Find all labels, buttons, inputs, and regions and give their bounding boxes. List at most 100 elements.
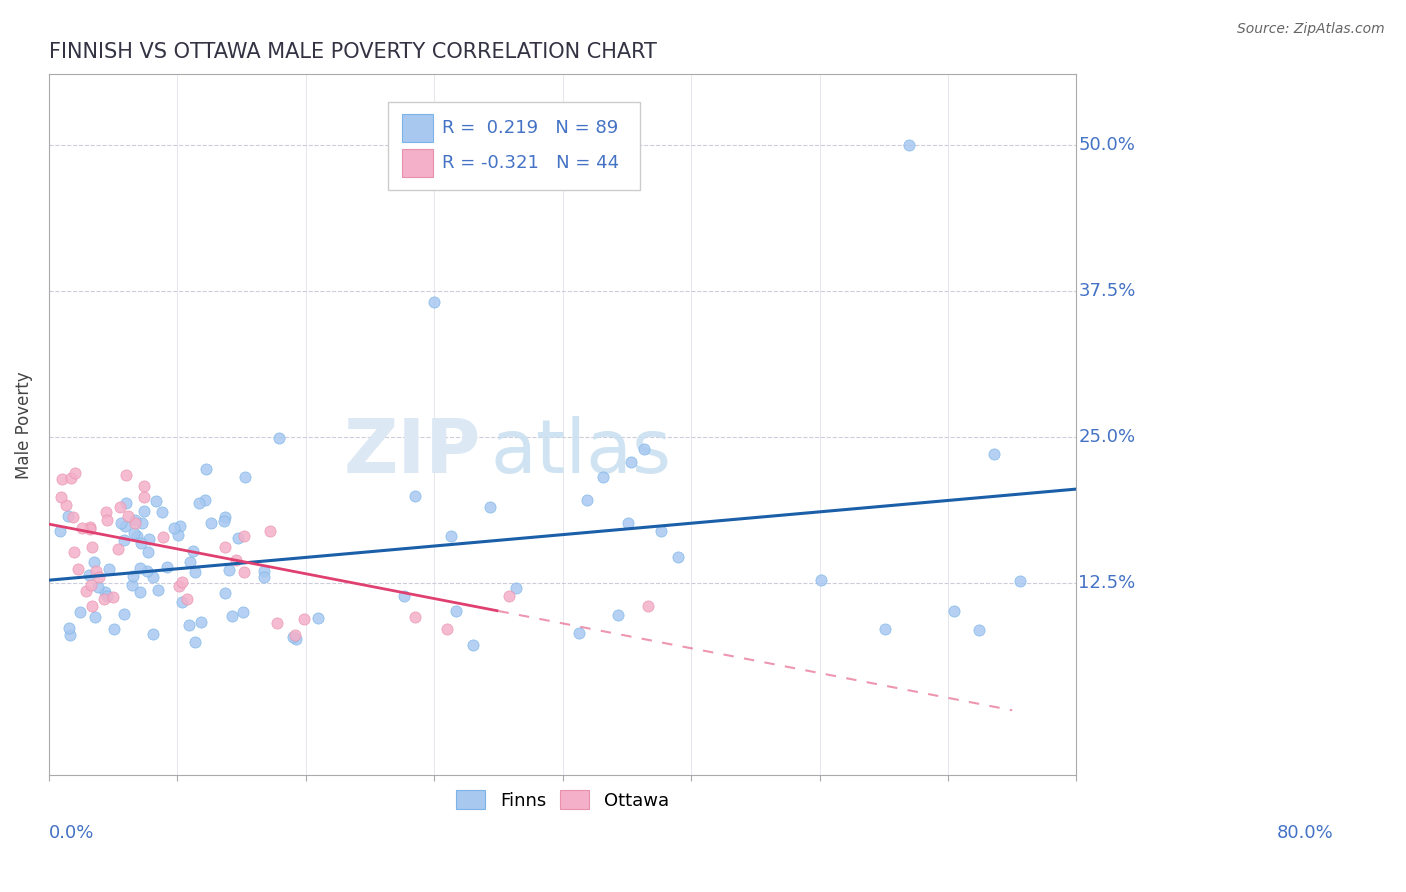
Point <box>444 604 467 618</box>
Point <box>63 545 86 559</box>
Point <box>142 570 165 584</box>
FancyBboxPatch shape <box>388 103 640 190</box>
Point <box>616 516 638 530</box>
Point <box>633 442 655 456</box>
Point <box>170 595 193 609</box>
Point <box>115 468 138 483</box>
Point <box>70 521 93 535</box>
Point <box>200 516 222 530</box>
Point <box>132 490 155 504</box>
Text: atlas: atlas <box>491 417 672 490</box>
Point <box>575 493 598 508</box>
Point <box>183 635 205 649</box>
Point <box>292 612 315 626</box>
Point <box>214 540 236 554</box>
Point <box>233 529 256 543</box>
Point <box>875 622 897 636</box>
Point <box>235 470 257 484</box>
Point <box>131 516 153 531</box>
Point <box>212 514 235 528</box>
Text: 0.0%: 0.0% <box>49 824 94 842</box>
Point <box>983 447 1005 461</box>
Point <box>156 560 179 574</box>
Text: R =  0.219   N = 89: R = 0.219 N = 89 <box>443 119 619 136</box>
Point <box>194 492 217 507</box>
Point <box>107 542 129 557</box>
Point <box>606 608 628 623</box>
Text: Source: ZipAtlas.com: Source: ZipAtlas.com <box>1237 22 1385 37</box>
Point <box>179 555 201 569</box>
Point <box>115 495 138 509</box>
Point <box>77 568 100 582</box>
Point <box>259 524 281 538</box>
Text: 37.5%: 37.5% <box>1078 282 1136 300</box>
Point <box>232 605 254 619</box>
Point <box>56 509 79 524</box>
Point <box>142 627 165 641</box>
Point <box>214 510 236 524</box>
Point <box>79 520 101 534</box>
Point <box>94 505 117 519</box>
Point <box>478 500 501 514</box>
Point <box>183 544 205 558</box>
Point <box>253 564 276 578</box>
Point <box>84 565 107 579</box>
Point <box>214 586 236 600</box>
Text: 25.0%: 25.0% <box>1078 427 1136 445</box>
Text: FINNISH VS OTTAWA MALE POVERTY CORRELATION CHART: FINNISH VS OTTAWA MALE POVERTY CORRELATI… <box>49 42 657 62</box>
Point <box>169 579 191 593</box>
Point <box>179 618 201 632</box>
Point <box>138 533 160 547</box>
Point <box>666 549 689 564</box>
Point <box>281 631 304 645</box>
Point <box>190 615 212 629</box>
Point <box>898 137 921 152</box>
Point <box>87 580 110 594</box>
Point <box>117 508 139 523</box>
Point <box>162 521 184 535</box>
Point <box>69 605 91 619</box>
Point <box>62 510 84 524</box>
FancyBboxPatch shape <box>402 149 433 177</box>
Point <box>49 524 72 538</box>
Point <box>129 535 152 549</box>
Point <box>112 607 135 622</box>
Point <box>505 581 527 595</box>
FancyBboxPatch shape <box>402 113 433 142</box>
Point <box>128 561 150 575</box>
Point <box>440 529 463 543</box>
Point <box>98 562 121 576</box>
Point <box>404 609 426 624</box>
Point <box>110 516 132 531</box>
Text: ZIP: ZIP <box>343 417 481 490</box>
Point <box>232 565 254 579</box>
Point <box>55 498 77 512</box>
Point <box>80 599 103 614</box>
Point <box>650 524 672 538</box>
Point <box>267 431 290 445</box>
Point <box>82 540 104 554</box>
Point <box>266 616 288 631</box>
Point <box>461 638 484 652</box>
Point <box>134 504 156 518</box>
Point <box>187 496 209 510</box>
Y-axis label: Male Poverty: Male Poverty <box>15 371 32 479</box>
Point <box>498 589 520 603</box>
Point <box>128 584 150 599</box>
Point <box>253 570 276 584</box>
Point <box>284 628 307 642</box>
Point <box>176 591 198 606</box>
Point <box>404 489 426 503</box>
Point <box>225 552 247 566</box>
Point <box>568 626 591 640</box>
Point <box>59 471 82 485</box>
Point <box>96 590 118 604</box>
Point <box>94 584 117 599</box>
Point <box>84 609 107 624</box>
Point <box>75 584 97 599</box>
Point <box>134 479 156 493</box>
Point <box>150 505 173 519</box>
Point <box>122 526 145 541</box>
Point <box>218 563 240 577</box>
Text: 12.5%: 12.5% <box>1078 574 1136 591</box>
